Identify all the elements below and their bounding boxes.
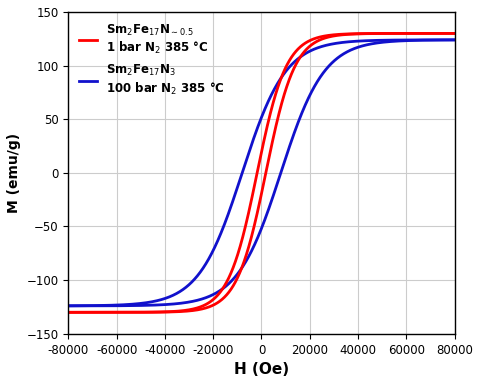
Legend: Sm$_2$Fe$_{17}$N$_{\sim0.5}$
1 bar N$_2$ 385 °C, Sm$_2$Fe$_{17}$N$_3$
100 bar N$: Sm$_2$Fe$_{17}$N$_{\sim0.5}$ 1 bar N$_2$… xyxy=(74,18,230,102)
X-axis label: H (Oe): H (Oe) xyxy=(234,362,289,377)
Y-axis label: M (emu/g): M (emu/g) xyxy=(7,133,21,213)
